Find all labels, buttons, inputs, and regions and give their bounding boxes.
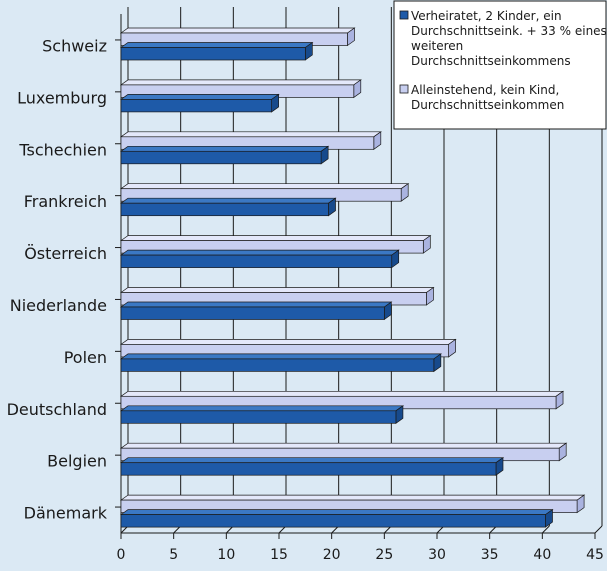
gridline-floor <box>541 525 550 534</box>
bar-married <box>119 405 405 424</box>
legend-box <box>393 0 607 130</box>
x-tick-label: 20 <box>323 547 341 563</box>
x-tick-label: 25 <box>375 547 393 563</box>
bar-married <box>119 457 505 476</box>
x-tick-label: 10 <box>217 547 235 563</box>
legend-label: Verheiratet, 2 Kinder, ein <box>411 9 562 23</box>
x-tick-label: 35 <box>481 547 499 563</box>
category-label: Deutschland <box>7 400 107 419</box>
legend-label: Durchschnittseinkommens <box>411 54 571 68</box>
legend-swatch <box>399 10 409 20</box>
x-tick-label: 15 <box>270 547 288 563</box>
bar-married <box>119 508 554 528</box>
bar-married <box>119 353 442 373</box>
x-tick-label: 30 <box>428 547 446 563</box>
bar-married <box>119 41 314 61</box>
category-label: Schweiz <box>42 37 107 56</box>
legend-label: Durchschnittseinkommen <box>411 98 564 112</box>
category-label: Österreich <box>24 244 107 263</box>
category-labels: Schweiz Luxemburg Tschechien Frankreich Öste… <box>7 37 121 523</box>
x-tick-label: 45 <box>586 547 604 563</box>
bar-married <box>119 249 400 269</box>
legend-label: weiteren <box>411 39 463 53</box>
bar-married <box>119 197 337 217</box>
category-label: Dänemark <box>24 504 108 523</box>
gridline-floor <box>594 525 603 534</box>
legend-label: Durchschnittseink. + 33 % eines <box>411 24 607 38</box>
category-label: Belgien <box>47 452 107 471</box>
x-tick-label: 40 <box>533 547 551 563</box>
bar-married <box>119 93 280 113</box>
x-tick-label: 0 <box>117 547 126 563</box>
legend: Verheiratet, 2 Kinder, einDurchschnittse… <box>393 0 607 130</box>
category-label: Luxemburg <box>17 88 107 107</box>
x-tick-label: 5 <box>169 547 178 563</box>
category-label: Polen <box>64 348 107 367</box>
legend-label: Alleinstehend, kein Kind, <box>411 83 559 97</box>
bars <box>119 27 586 528</box>
category-label: Tschechien <box>18 140 107 159</box>
legend-swatch <box>399 84 409 94</box>
category-label: Frankreich <box>24 192 107 211</box>
category-label: Niederlande <box>10 296 107 315</box>
bar-married <box>119 145 330 165</box>
bar-married <box>119 301 393 321</box>
